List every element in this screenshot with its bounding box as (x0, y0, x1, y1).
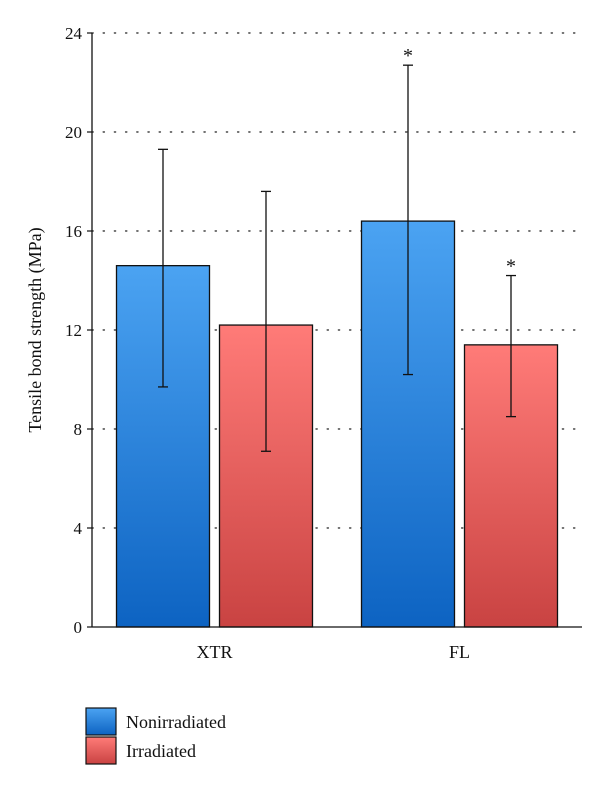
y-tick-label: 20 (65, 123, 82, 142)
y-axis-label: Tensile bond strength (MPa) (25, 227, 46, 432)
x-category-label: FL (449, 642, 470, 662)
significance-asterisk: * (403, 45, 413, 67)
x-category-labels: XTR FL (197, 642, 471, 662)
y-tick-label: 4 (74, 519, 83, 538)
y-tick-label: 12 (65, 321, 82, 340)
legend-label: Nonirradiated (126, 712, 226, 732)
significance-markers: ** (403, 45, 516, 277)
y-tick-label: 0 (74, 618, 83, 637)
x-category-label: XTR (197, 642, 233, 662)
legend-swatch-nonirradiated (85, 707, 117, 736)
legend: Nonirradiated Irradiated (85, 707, 226, 765)
significance-asterisk: * (506, 256, 516, 278)
y-tick-label: 24 (65, 24, 83, 43)
legend-swatch-irradiated (85, 736, 117, 765)
y-tick-labels: 0 4 8 12 16 20 24 (65, 24, 92, 637)
bars (115, 220, 559, 628)
legend-label: Irradiated (126, 741, 196, 761)
y-tick-label: 8 (74, 420, 83, 439)
error-bars (158, 64, 516, 452)
y-tick-label: 16 (65, 222, 82, 241)
